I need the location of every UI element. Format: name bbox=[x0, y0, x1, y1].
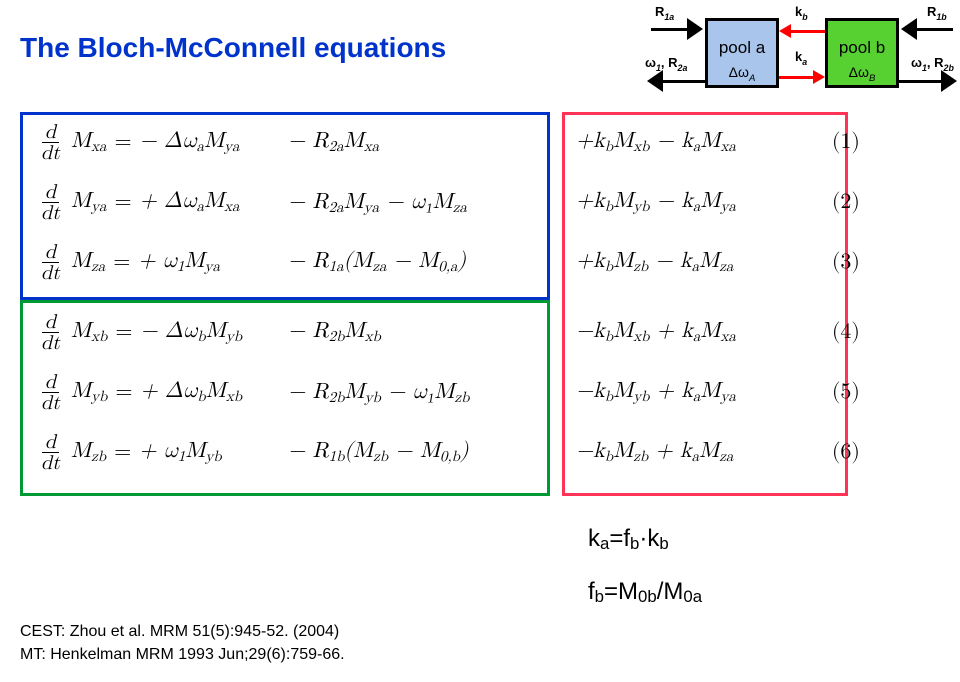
slide-title: The Bloch-McConnell equations bbox=[20, 32, 446, 64]
references: CEST: Zhou et al. MRM 51(5):945-52. (200… bbox=[20, 620, 345, 666]
equation-row-4: ddtMxb= − ΔωbMyb− R2bMxb−kbMxb + kaMxa(4… bbox=[20, 302, 940, 362]
pool-b-box: pool b ΔωB bbox=[825, 18, 899, 88]
reference-mt: MT: Henkelman MRM 1993 Jun;29(6):759-66. bbox=[20, 643, 345, 666]
relation-ka: ka=fb·kb bbox=[588, 525, 702, 554]
equation-row-6: ddtMzb= + ω1Myb− R1b(Mzb − M0,b)−kbMzb +… bbox=[20, 422, 940, 482]
equation-row-3: ddtMza= + ω1Mya− R1a(Mza − M0,a)+kbMzb −… bbox=[20, 232, 940, 292]
reference-cest: CEST: Zhou et al. MRM 51(5):945-52. (200… bbox=[20, 620, 345, 643]
equation-row-5: ddtMyb= + ΔωbMxb− R2bMyb − ω₁Mzb−kbMyb +… bbox=[20, 362, 940, 422]
equation-row-1: ddtMxa= − ΔωaMya− R2aMxa+kbMxb − kaMxa(1… bbox=[20, 112, 940, 172]
relation-fb: fb=M0b/M0a bbox=[588, 578, 702, 607]
pool-a-box: pool a ΔωA bbox=[705, 18, 779, 88]
equation-row-2: ddtMya= + ΔωaMxa− R2aMya − ω₁Mza+kbMyb −… bbox=[20, 172, 940, 232]
pool-diagram: R1a ω1, R2a pool a ΔωA pool b ΔωB R1b ω1… bbox=[645, 6, 955, 106]
equations-grid: ddtMxa= − ΔωaMya− R2aMxa+kbMxb − kaMxa(1… bbox=[20, 112, 940, 482]
rate-relations: ka=fb·kb fb=M0b/M0a bbox=[588, 525, 702, 631]
